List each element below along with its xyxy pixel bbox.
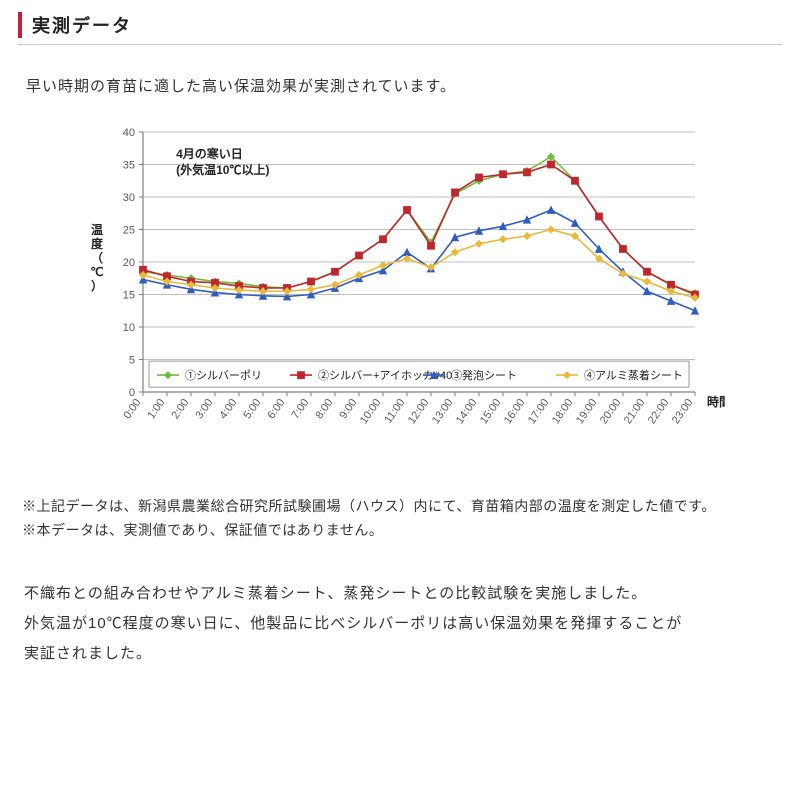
section-divider (18, 44, 782, 45)
svg-text:23:00: 23:00 (670, 397, 696, 426)
svg-text:8:00: 8:00 (313, 397, 335, 421)
svg-text:13:00: 13:00 (430, 397, 456, 426)
svg-text:7:00: 7:00 (289, 397, 311, 421)
svg-text:15: 15 (123, 290, 135, 302)
svg-text:④アルミ蒸着シート: ④アルミ蒸着シート (584, 368, 683, 382)
section-header: 実測データ (18, 12, 782, 38)
intro-text: 早い時期の育苗に適した高い保温効果が実測されています。 (26, 75, 774, 96)
svg-text:30: 30 (123, 192, 135, 204)
body-text: 不織布との組み合わせやアルミ蒸着シート、蒸発シートとの比較試験を実施しました。 … (24, 579, 776, 669)
footnotes: ※上記データは、新潟県農業総合研究所試験圃場（ハウス）内にて、育苗箱内部の温度を… (22, 495, 778, 543)
svg-text:21:00: 21:00 (622, 397, 648, 426)
svg-text:温度（℃）: 温度（℃） (90, 223, 104, 293)
svg-text:10:00: 10:00 (358, 397, 384, 426)
svg-text:18:00: 18:00 (550, 397, 576, 426)
svg-text:40: 40 (123, 127, 135, 139)
svg-text:10: 10 (123, 322, 135, 334)
svg-text:③発泡シート: ③発泡シート (451, 368, 517, 382)
svg-text:20:00: 20:00 (598, 397, 624, 426)
svg-text:22:00: 22:00 (646, 397, 672, 426)
svg-text:1:00: 1:00 (145, 397, 167, 421)
svg-text:25: 25 (123, 225, 135, 237)
temperature-chart: 05101520253035400:001:002:003:004:005:00… (75, 114, 725, 479)
body-line-3: 実証されました。 (24, 639, 776, 669)
svg-text:3:00: 3:00 (193, 397, 215, 421)
svg-text:0:00: 0:00 (121, 397, 143, 421)
body-line-2: 外気温が10℃程度の寒い日に、他製品に比べシルバーポリは高い保温効果を発揮するこ… (24, 609, 776, 639)
svg-text:19:00: 19:00 (574, 397, 600, 426)
body-line-1: 不織布との組み合わせやアルミ蒸着シート、蒸発シートとの比較試験を実施しました。 (24, 579, 776, 609)
svg-text:4月の寒い日: 4月の寒い日 (176, 146, 243, 161)
svg-text:20: 20 (123, 257, 135, 269)
svg-text:17:00: 17:00 (526, 397, 552, 426)
chart-svg: 05101520253035400:001:002:003:004:005:00… (75, 114, 725, 474)
svg-text:6:00: 6:00 (265, 397, 287, 421)
svg-text:5:00: 5:00 (241, 397, 263, 421)
svg-text:15:00: 15:00 (478, 397, 504, 426)
svg-text:35: 35 (123, 160, 135, 172)
section-title: 実測データ (32, 16, 132, 36)
svg-text:16:00: 16:00 (502, 397, 528, 426)
svg-text:11:00: 11:00 (382, 397, 407, 426)
footnote-1: ※上記データは、新潟県農業総合研究所試験圃場（ハウス）内にて、育苗箱内部の温度を… (22, 495, 778, 519)
svg-text:4:00: 4:00 (217, 397, 239, 421)
svg-text:5: 5 (129, 355, 135, 367)
footnote-2: ※本データは、実測値であり、保証値ではありません。 (22, 519, 778, 543)
svg-text:2:00: 2:00 (169, 397, 191, 421)
svg-text:時間: 時間 (707, 394, 725, 409)
svg-text:14:00: 14:00 (454, 397, 480, 426)
svg-text:9:00: 9:00 (337, 397, 359, 421)
svg-text:①シルバーポリ: ①シルバーポリ (185, 369, 262, 382)
svg-text:(外気温10℃以上): (外気温10℃以上) (176, 162, 269, 177)
svg-text:12:00: 12:00 (406, 397, 432, 426)
